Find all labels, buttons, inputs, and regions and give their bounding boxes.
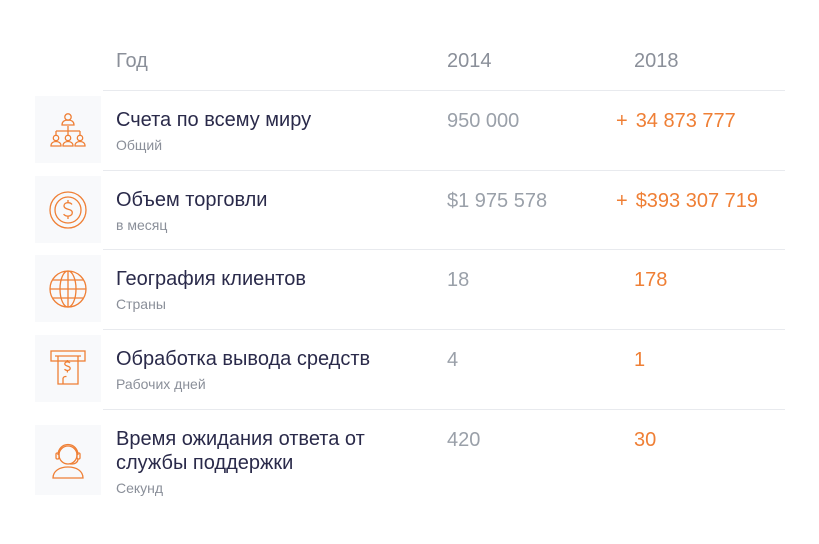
people-network-icon bbox=[35, 96, 101, 163]
row-title: Время ожидания ответа от службы поддержк… bbox=[116, 428, 365, 474]
value-2018: 1 bbox=[634, 349, 645, 372]
row-subtitle: Страны bbox=[116, 296, 166, 312]
value-2014: 18 bbox=[447, 269, 470, 291]
dollar-coin-icon bbox=[35, 176, 101, 243]
row-title: География клиентов bbox=[116, 268, 306, 290]
value-2018-number: 178 bbox=[634, 269, 668, 291]
globe-icon bbox=[35, 255, 101, 322]
row-subtitle: Общий bbox=[116, 137, 163, 153]
table-row: География клиентов Страны 18 178 bbox=[0, 250, 819, 322]
column-2018: 2018 bbox=[634, 50, 679, 72]
value-2018-number: $393 307 719 bbox=[635, 190, 759, 212]
plus-sign: + bbox=[616, 110, 628, 132]
support-agent-icon bbox=[35, 425, 101, 495]
value-2014: 950 000 bbox=[447, 110, 520, 132]
atm-withdrawal-icon bbox=[35, 335, 101, 402]
row-subtitle: Рабочих дней bbox=[116, 376, 206, 392]
value-2018-number: 30 bbox=[634, 429, 657, 451]
value-2018-number: 1 bbox=[634, 349, 646, 371]
row-divider bbox=[103, 329, 785, 330]
row-divider bbox=[103, 170, 785, 171]
value-2018: + $393 307 719 bbox=[616, 190, 758, 213]
row-divider bbox=[103, 409, 785, 410]
table-header: Год 2014 2018 bbox=[0, 40, 819, 84]
value-2018: +34 873 777 bbox=[616, 110, 736, 133]
row-divider bbox=[103, 90, 785, 91]
value-2018-number: 34 873 777 bbox=[635, 110, 736, 132]
value-2014: 4 bbox=[447, 349, 459, 371]
column-2014: 2014 bbox=[447, 50, 492, 72]
row-divider bbox=[103, 249, 785, 250]
table-row: Обработка вывода средств Рабочих дней 4 … bbox=[0, 330, 819, 402]
row-subtitle: в месяц bbox=[116, 217, 168, 233]
year-label: Год bbox=[116, 50, 148, 72]
value-2014: 420 bbox=[447, 429, 481, 451]
table-row: Время ожидания ответа от службы поддержк… bbox=[0, 420, 819, 500]
value-2018: 178 bbox=[634, 269, 667, 292]
value-2018: 30 bbox=[634, 429, 656, 452]
table-row: Счета по всему миру Общий 950 000 +34 87… bbox=[0, 91, 819, 163]
row-subtitle: Секунд bbox=[116, 480, 164, 496]
table-row: Объем торговли в месяц $1 975 578 + $393 … bbox=[0, 171, 819, 243]
value-2014: $1 975 578 bbox=[447, 190, 548, 212]
row-title: Счета по всему миру bbox=[116, 109, 312, 131]
row-title: Объем торговли bbox=[116, 189, 268, 211]
row-title: Обработка вывода средств bbox=[116, 348, 371, 370]
plus-sign: + bbox=[616, 190, 628, 212]
